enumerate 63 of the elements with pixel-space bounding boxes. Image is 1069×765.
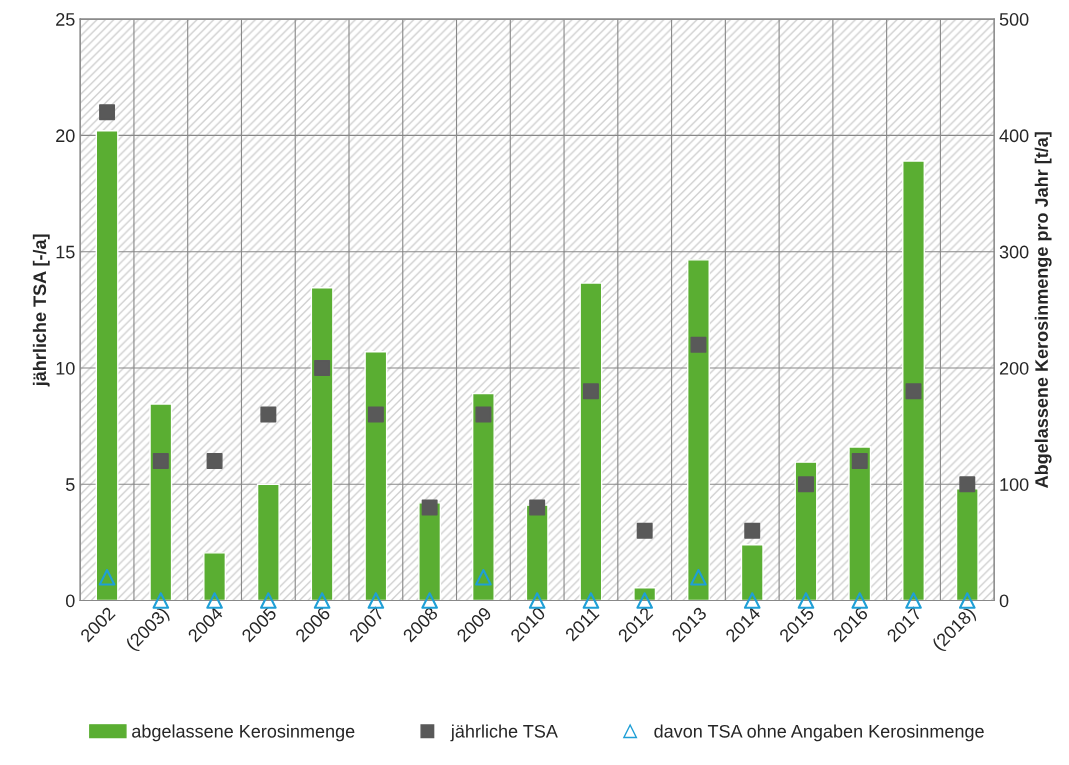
point	[690, 568, 707, 586]
y2-axis-title: Abgelassene Kerosinmenge pro Jahr [t/a]	[1034, 132, 1052, 488]
point	[690, 336, 707, 353]
bar	[740, 544, 764, 601]
y-tick-label: 15	[56, 245, 75, 259]
bar	[848, 446, 872, 601]
point	[743, 592, 761, 609]
point	[958, 592, 976, 609]
bar	[525, 504, 549, 601]
point	[851, 592, 869, 609]
point	[636, 522, 653, 539]
bar	[95, 130, 119, 601]
point	[582, 592, 600, 609]
point	[475, 406, 492, 423]
point	[313, 592, 331, 609]
y2-tick-label: 500	[999, 13, 1029, 26]
point	[206, 453, 223, 469]
point	[582, 383, 599, 400]
bar	[471, 392, 495, 601]
bar	[364, 350, 388, 601]
bar	[149, 403, 173, 601]
point	[797, 592, 815, 609]
legend-label: jährliche TSA	[450, 724, 558, 742]
y-tick-label: 10	[56, 361, 75, 375]
bar	[955, 488, 979, 601]
bar	[203, 552, 227, 601]
y2-tick-label: 200	[999, 361, 1029, 375]
point	[421, 499, 438, 516]
y-axis-title: jährliche TSA [-/a]	[32, 234, 50, 387]
point	[260, 592, 277, 609]
point	[528, 592, 546, 609]
point	[152, 592, 170, 609]
point	[744, 522, 761, 539]
point	[959, 476, 976, 493]
bar	[310, 287, 334, 601]
point	[475, 568, 492, 586]
bar	[256, 483, 280, 601]
bar	[902, 160, 925, 601]
point	[206, 592, 223, 609]
point	[529, 499, 546, 516]
point	[98, 568, 116, 586]
bar	[687, 259, 710, 601]
point	[798, 476, 814, 493]
legend-label: abgelassene Kerosinmenge	[132, 724, 355, 742]
y2-tick-label: 100	[1000, 478, 1029, 491]
point	[99, 104, 116, 121]
bar	[579, 282, 603, 601]
point	[421, 592, 438, 609]
y-tick-label: 20	[56, 129, 75, 143]
y2-tick-label: 400	[999, 129, 1029, 143]
y-tick-label: 5	[66, 478, 75, 491]
point	[905, 383, 922, 400]
y2-tick-label: 300	[999, 245, 1029, 259]
point	[636, 592, 654, 609]
point	[367, 406, 384, 423]
point	[152, 453, 169, 469]
point	[260, 406, 277, 423]
y2-tick-label: 0	[999, 594, 1009, 608]
point	[314, 359, 331, 376]
point	[851, 453, 868, 469]
y-tick-label: 0	[65, 594, 75, 608]
legend-label: davon TSA ohne Angaben Kerosinmenge	[654, 724, 984, 742]
y-tick-label: 25	[56, 13, 75, 26]
